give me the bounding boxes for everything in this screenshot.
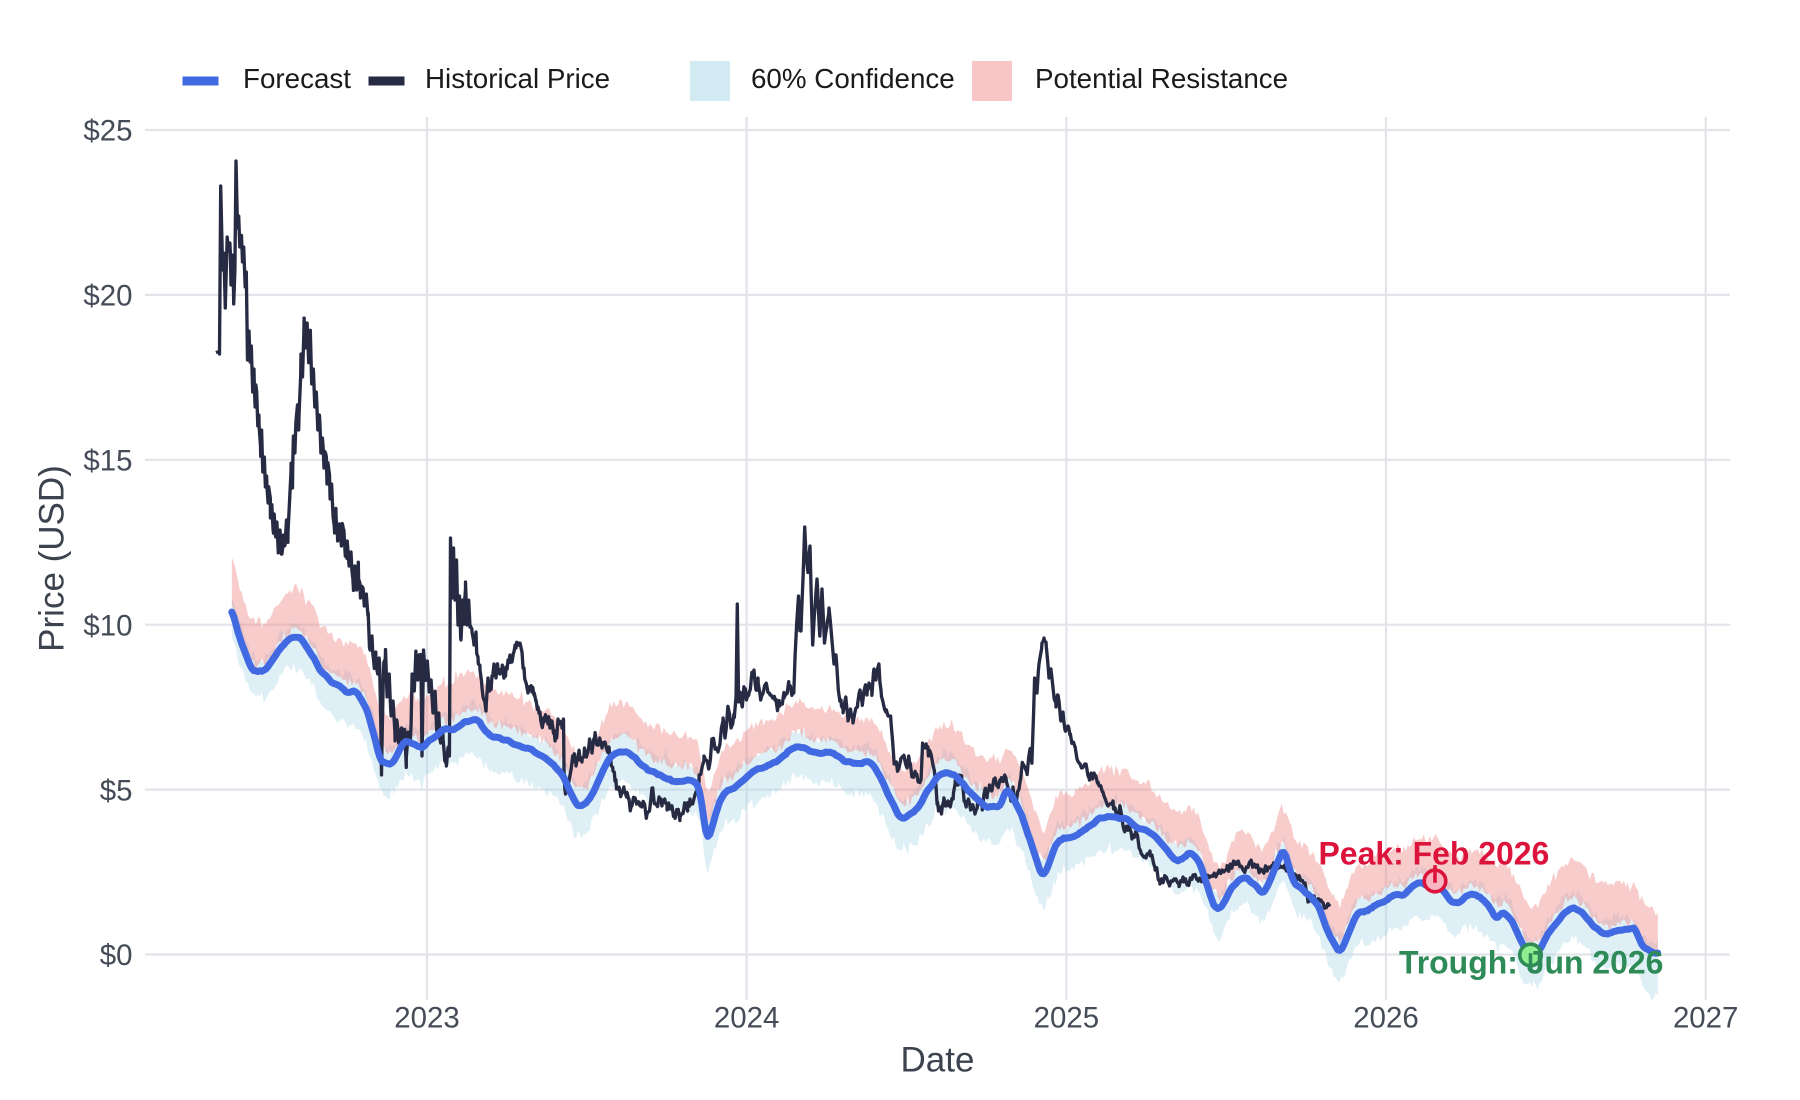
svg-text:$10: $10 [83,609,132,642]
svg-text:$0: $0 [100,939,133,972]
svg-text:$15: $15 [83,444,132,477]
svg-text:2023: 2023 [394,1002,460,1035]
svg-text:$5: $5 [100,774,133,807]
svg-text:Historical Price: Historical Price [425,63,610,94]
svg-text:2025: 2025 [1034,1002,1100,1035]
svg-text:2027: 2027 [1673,1002,1739,1035]
svg-text:Potential Resistance: Potential Resistance [1035,63,1288,94]
svg-text:Trough: Jun 2026: Trough: Jun 2026 [1399,945,1663,981]
svg-text:$25: $25 [83,115,132,148]
svg-text:$20: $20 [83,280,132,313]
svg-text:Forecast: Forecast [243,63,351,94]
svg-text:Date: Date [901,1041,975,1080]
svg-text:Price (USD): Price (USD) [33,465,72,652]
svg-text:60% Confidence: 60% Confidence [751,63,955,94]
svg-text:2026: 2026 [1353,1002,1419,1035]
svg-text:Peak: Feb 2026: Peak: Feb 2026 [1319,835,1550,871]
svg-text:2024: 2024 [714,1002,779,1035]
